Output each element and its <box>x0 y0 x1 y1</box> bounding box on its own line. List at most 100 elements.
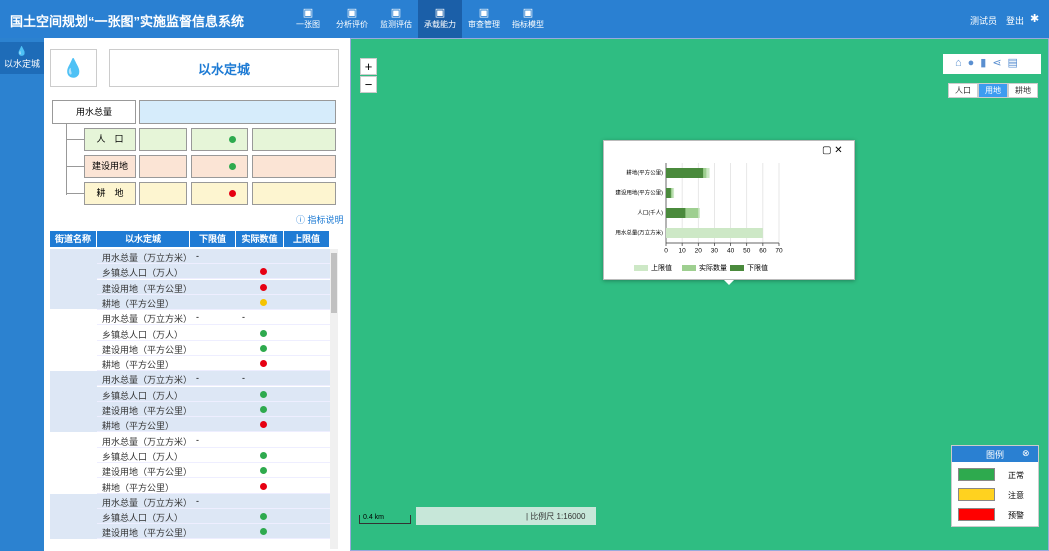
table-row <box>97 417 330 433</box>
nav-icon: ▣ <box>478 7 490 19</box>
nav-label: 一张图 <box>296 20 320 29</box>
nav-item[interactable]: ▣ 分析评价 <box>330 0 374 38</box>
table-row <box>97 509 330 525</box>
user[interactable]: 测试员 <box>970 16 998 26</box>
nav-icon: ▣ <box>346 7 358 19</box>
actual-value: - <box>242 373 245 384</box>
panel-icon: 💧 <box>50 49 97 87</box>
bar <box>666 208 686 218</box>
lower-value: - <box>196 373 199 384</box>
table-row <box>97 478 330 494</box>
status-dot <box>260 268 267 276</box>
lower-value: - <box>196 434 199 445</box>
x-tick-label: 10 <box>679 248 687 255</box>
sidebar-item[interactable]: 💧 以水定城 <box>0 42 44 74</box>
sidebar: 💧 以水定城 <box>0 38 44 551</box>
legend-swatch <box>958 488 995 501</box>
street-cell <box>50 432 97 494</box>
tree-value <box>139 128 187 151</box>
y-tick-label: 用水总量(万立方米) <box>615 228 663 236</box>
zoom-in[interactable]: + <box>360 58 377 75</box>
nav-item[interactable]: ▣ 一张图 <box>286 0 330 38</box>
logout[interactable]: 登出 <box>1006 16 1025 26</box>
nav-item[interactable]: ▣ 承载能力 <box>418 0 462 38</box>
tree-label: 建设用地 <box>84 155 136 178</box>
sidebar-label: 以水定城 <box>3 59 40 69</box>
left-panel: 💧 以水定城 用水总量人 口建设用地耕 地 ⓘ 指标说明 街道名称 以水定城 下限值… <box>44 38 350 551</box>
indicator: 建设用地（平方公里） <box>102 283 193 294</box>
indicator: 乡镇总人口（万人） <box>102 390 184 401</box>
settings-icon[interactable]: ✱ <box>1030 13 1040 25</box>
tree-label: 人 口 <box>84 128 136 151</box>
table-row <box>97 356 330 372</box>
table-row <box>97 524 330 540</box>
status-dot <box>260 390 267 398</box>
map-tools[interactable]: ⌂●▮⋖▤ <box>943 54 1041 74</box>
street-cell <box>50 249 97 311</box>
popup-controls[interactable]: ▢ ✕ <box>822 145 843 156</box>
indicator: 用水总量（万立方米） <box>102 436 193 447</box>
tree-value <box>252 128 336 151</box>
popup: ▢ ✕ 0 10 20 30 40 50 60 70 耕地(平方公里) 建设用地(平方公里) 人口(… <box>603 140 855 280</box>
table: 街道名称 以水定城 下限值 实际数值 上限值 用水总量（万立方米） - 乡镇总人口（万人） 建设… <box>50 231 338 551</box>
lower-value: - <box>196 251 199 261</box>
table-row <box>97 294 330 310</box>
app-title: 国土空间规划“一张图”实施监督信息系统 <box>10 14 245 29</box>
legend-swatch <box>958 468 995 481</box>
nav-item[interactable]: ▣ 指标模型 <box>506 0 550 38</box>
legend-swatch <box>958 508 995 521</box>
indicator: 耕地（平方公里） <box>102 421 175 432</box>
help-text: 指标说明 <box>307 215 344 225</box>
status-dot <box>229 163 236 170</box>
tree-line <box>66 139 84 140</box>
bar <box>666 228 763 238</box>
nav-item[interactable]: ▣ 审查管理 <box>462 0 506 38</box>
indicator: 用水总量（万立方米） <box>102 253 193 263</box>
status-dot <box>229 190 236 197</box>
street-cell <box>50 371 97 433</box>
legend-label: 上限值 <box>651 263 672 272</box>
nav-icon: ▣ <box>434 7 446 19</box>
indicator: 乡镇总人口（万人） <box>102 268 184 279</box>
table-row <box>97 371 330 387</box>
table-header: 下限值 <box>190 231 236 247</box>
nav-item[interactable]: ▣ 监测评估 <box>374 0 418 38</box>
status-dot <box>260 528 267 536</box>
status-dot <box>229 136 236 143</box>
indicator: 建设用地（平方公里） <box>102 467 193 478</box>
x-tick-label: 20 <box>695 248 703 255</box>
table-header: 以水定城 <box>97 231 190 247</box>
close[interactable]: ⊗ <box>1022 448 1030 458</box>
status-dot <box>260 329 267 337</box>
indicator: 建设用地（平方公里） <box>102 528 193 539</box>
table-header: 街道名称 <box>50 231 97 247</box>
nav-icon: ▣ <box>302 7 314 19</box>
scale-text: | 比例尺 1:16000 <box>416 507 596 525</box>
indicator: 耕地（平方公里） <box>102 298 175 309</box>
layer-button[interactable]: 耕地 <box>1008 83 1038 98</box>
status-dot <box>260 467 267 475</box>
layer-button[interactable]: 用地 <box>978 83 1008 98</box>
lower-value: - <box>196 312 199 323</box>
indicator: 乡镇总人口（万人） <box>102 513 184 524</box>
tree-value <box>191 128 248 151</box>
table-row <box>97 432 330 448</box>
street-cell <box>50 310 97 372</box>
tree-value <box>139 100 336 124</box>
nav-label: 承载能力 <box>424 20 456 29</box>
indicator: 用水总量（万立方米） <box>102 375 193 386</box>
table-row <box>97 279 330 295</box>
indicator: 耕地（平方公里） <box>102 360 175 371</box>
bar <box>666 188 671 198</box>
map: + − ⌂●▮⋖▤ 人口 用地 耕地 0.4 km | 比例尺 1:16000 图例… <box>350 38 1049 551</box>
scroll-thumb <box>331 253 337 313</box>
zoom-out[interactable]: − <box>360 76 377 93</box>
popup-tip <box>724 280 734 290</box>
help-link[interactable]: ⓘ 指标说明 <box>296 215 344 225</box>
table-row <box>97 340 330 356</box>
tree-value <box>191 155 248 178</box>
layer-button[interactable]: 人口 <box>948 83 978 98</box>
table-row <box>97 264 330 280</box>
y-tick-label: 建设用地(平方公里) <box>615 188 663 196</box>
panel-title: 以水定城 <box>109 49 339 87</box>
